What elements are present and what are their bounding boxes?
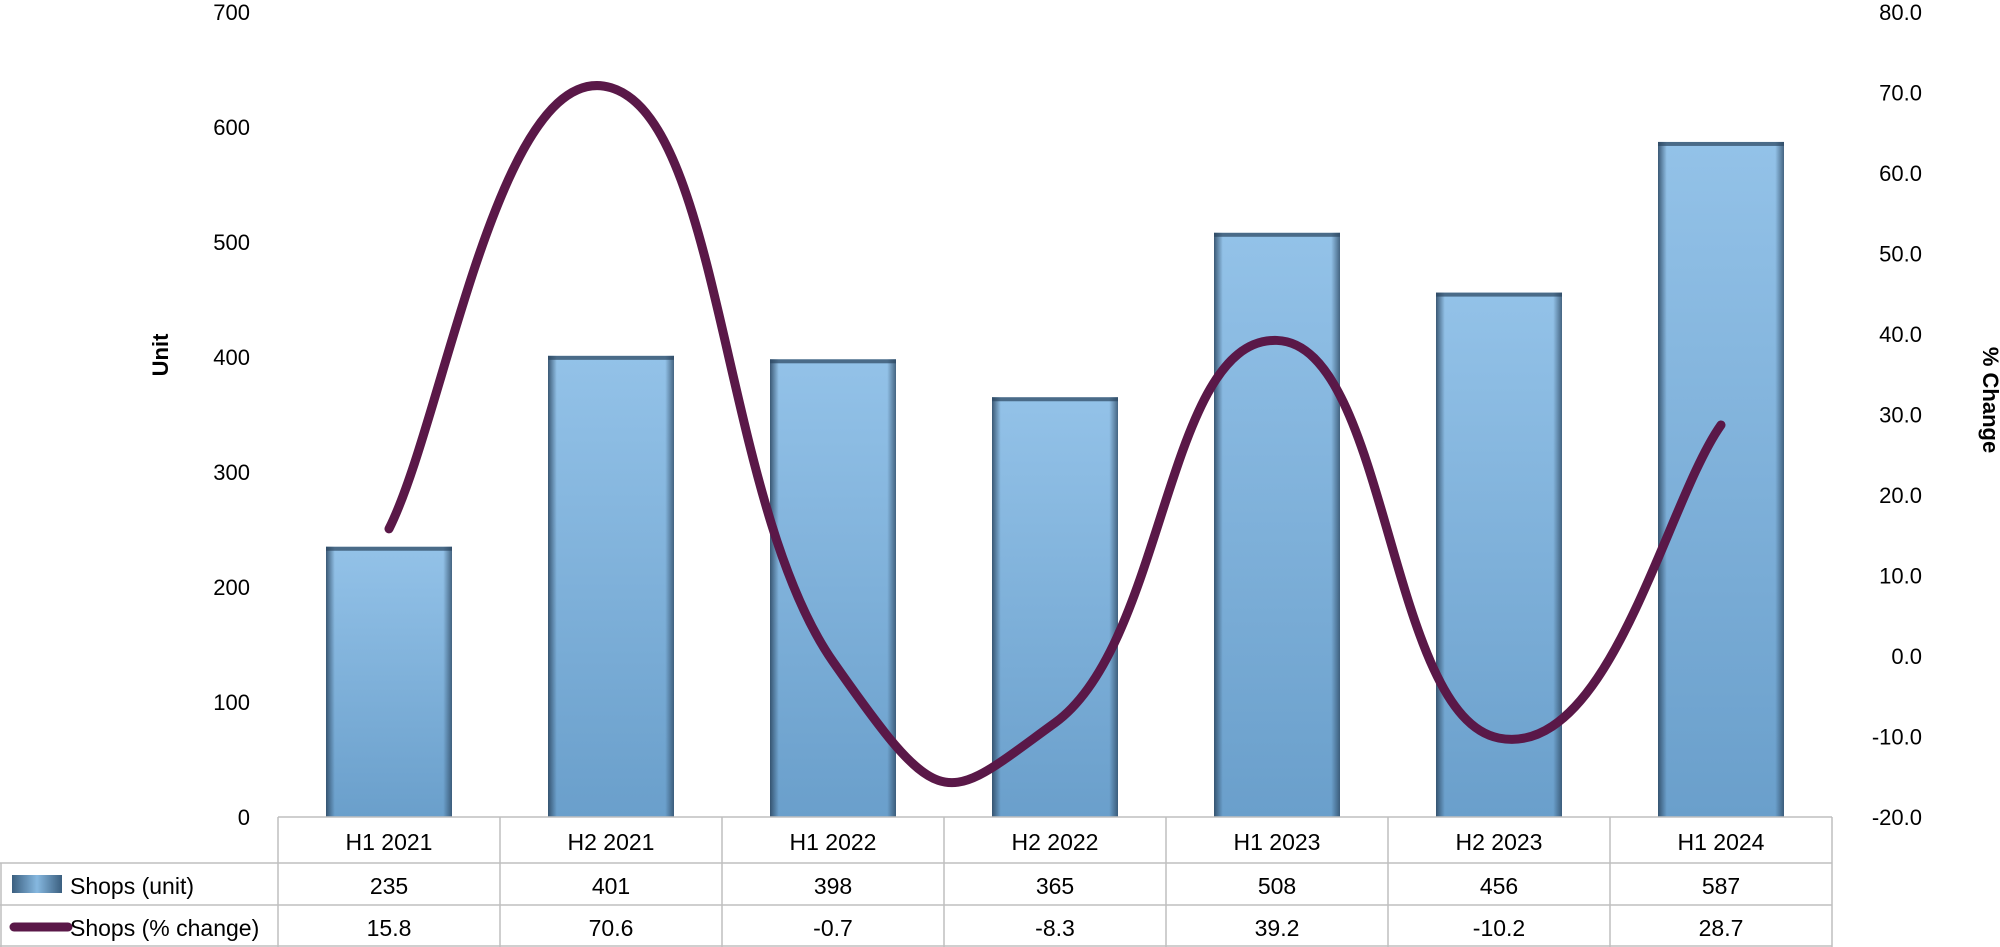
line-value-label: 15.8 (367, 915, 412, 941)
line-value-label: -10.2 (1473, 915, 1525, 941)
line-value-label: 39.2 (1255, 915, 1300, 941)
bar-edge-shade (1214, 232, 1340, 818)
category-label: H1 2021 (346, 829, 433, 855)
y-tick-label: 400 (213, 345, 250, 370)
bar-top-edge (1658, 141, 1784, 146)
y2-axis-title: % Change (1978, 347, 2000, 453)
bar-top-edge (326, 546, 452, 551)
y-tick-label: 500 (213, 230, 250, 255)
bar-4 (992, 397, 1118, 817)
bar-top-edge (770, 359, 896, 364)
y2-tick-label: 30.0 (1879, 403, 1922, 428)
category-label: H2 2022 (1012, 829, 1099, 855)
y-tick-label: 600 (213, 115, 250, 140)
bar-top-edge (548, 355, 674, 360)
line-value-label: -0.7 (813, 915, 853, 941)
bar-2 (548, 355, 674, 817)
y-axis-title: Unit (148, 333, 173, 376)
bar-value-label: 587 (1702, 873, 1740, 899)
bar-edge-shade (770, 359, 896, 817)
y2-tick-label: -20.0 (1872, 805, 1922, 830)
category-label: H2 2021 (568, 829, 655, 855)
y-tick-label: 300 (213, 460, 250, 485)
y2-tick-label: 10.0 (1879, 564, 1922, 589)
y2-tick-label: 80.0 (1879, 0, 1922, 25)
bar-top-edge (1214, 232, 1340, 237)
bar-value-label: 365 (1036, 873, 1074, 899)
bar-1 (326, 546, 452, 817)
bar-edge-shade (1658, 141, 1784, 817)
y2-tick-label: 60.0 (1879, 161, 1922, 186)
legend-line-name: Shops (% change) (70, 915, 259, 941)
y-tick-label: 0 (238, 805, 250, 830)
line-value-label: 28.7 (1699, 915, 1744, 941)
y2-tick-label: -10.0 (1872, 725, 1922, 750)
category-label: H1 2022 (790, 829, 877, 855)
y2-tick-label: 40.0 (1879, 322, 1922, 347)
y2-tick-label: 0.0 (1891, 644, 1922, 669)
bar-5 (1214, 232, 1340, 818)
category-label: H2 2023 (1456, 829, 1543, 855)
bar-value-label: 456 (1480, 873, 1518, 899)
bar-value-label: 401 (592, 873, 630, 899)
line-value-label: 70.6 (589, 915, 634, 941)
category-label: H1 2024 (1678, 829, 1765, 855)
bar-top-edge (992, 397, 1118, 402)
y-tick-label: 700 (213, 0, 250, 25)
bar-value-label: 398 (814, 873, 852, 899)
bar-value-label: 508 (1258, 873, 1296, 899)
bar-3 (770, 359, 896, 817)
line-series-pct-change (384, 81, 1726, 788)
y-tick-label: 200 (213, 575, 250, 600)
bar-edge-shade (326, 546, 452, 817)
bar-edge-shade (992, 397, 1118, 817)
category-label: H1 2023 (1234, 829, 1321, 855)
bar-top-edge (1436, 292, 1562, 297)
bar-7 (1658, 141, 1784, 817)
y2-tick-label: 50.0 (1879, 242, 1922, 267)
bar-edge-shade (548, 355, 674, 817)
y2-tick-label: 70.0 (1879, 81, 1922, 106)
legend-bar-swatch (12, 875, 62, 893)
legend-bar-name: Shops (unit) (70, 873, 194, 899)
y-tick-label: 100 (213, 690, 250, 715)
bar-value-label: 235 (370, 873, 408, 899)
y2-tick-label: 20.0 (1879, 483, 1922, 508)
line-value-label: -8.3 (1035, 915, 1075, 941)
